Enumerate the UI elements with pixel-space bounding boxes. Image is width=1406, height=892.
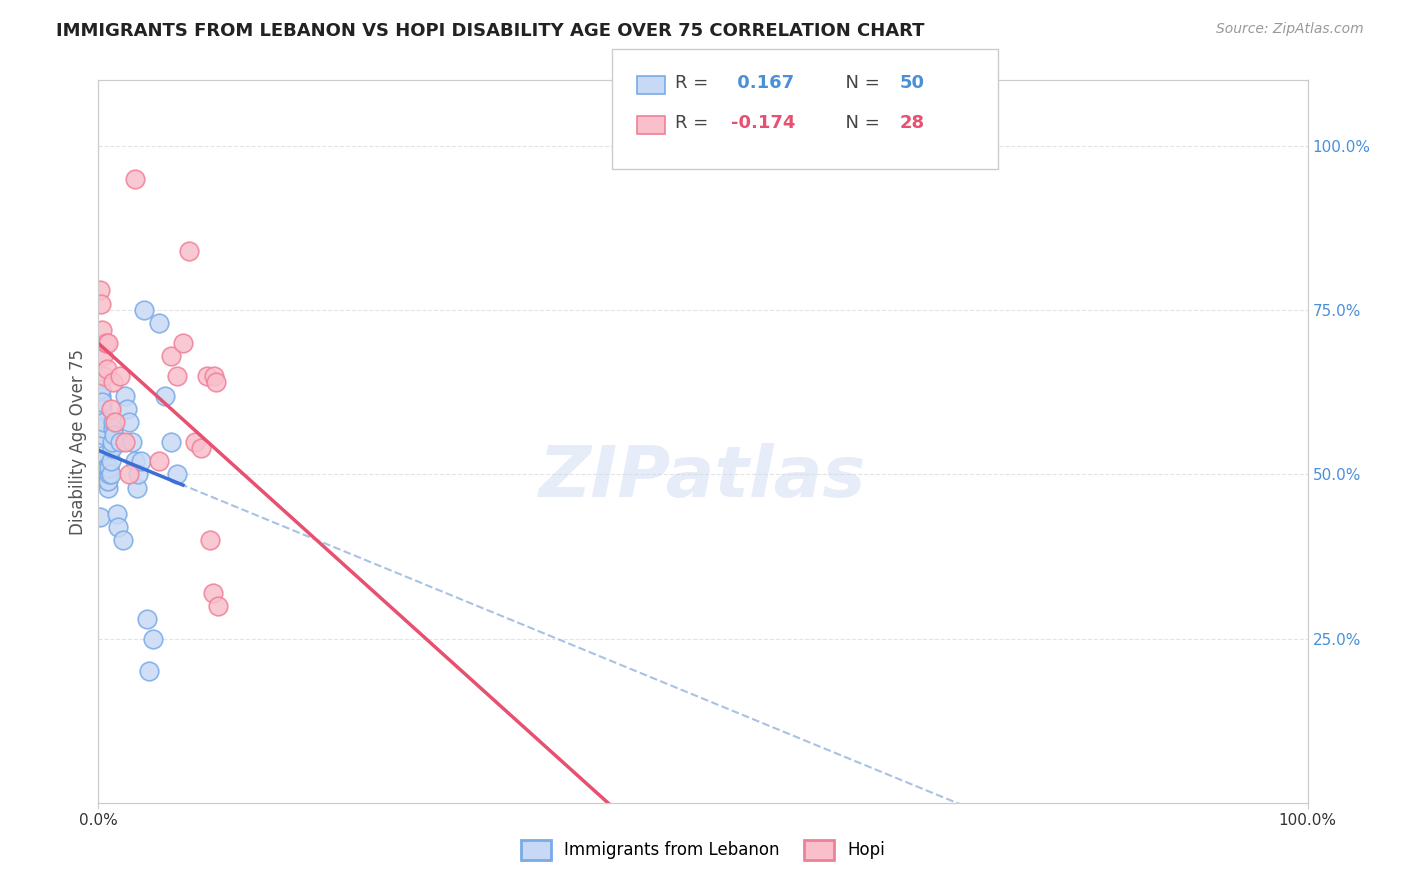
Point [100,401,122,416]
Point [90,388,112,402]
Point [97,336,120,351]
Legend: Immigrants from Lebanon, Hopi: Immigrants from Lebanon, Hopi [513,833,893,867]
Point [134,303,156,318]
Point [100,441,122,455]
Point [117,401,139,416]
Point [91,401,114,416]
Point [91,349,114,363]
Point [148,454,170,468]
Point [195,368,218,383]
Point [166,467,188,482]
Point [204,368,226,383]
Point [204,376,226,390]
Point [118,415,141,429]
Point [93,415,115,429]
Point [93,454,115,468]
Point [108,434,131,449]
Point [90,296,112,310]
Text: IMMIGRANTS FROM LEBANON VS HOPI DISABILITY AGE OVER 75 CORRELATION CHART: IMMIGRANTS FROM LEBANON VS HOPI DISABILI… [56,22,925,40]
Text: 0.167: 0.167 [731,74,794,92]
Text: R =: R = [675,74,714,92]
Point [96,467,118,482]
Point [135,612,157,626]
Point [101,376,124,390]
Point [98,467,121,482]
Point [138,665,160,679]
Point [166,368,188,383]
Point [100,454,122,468]
Point [114,388,136,402]
Point [91,421,114,435]
Point [108,368,131,383]
Point [93,448,115,462]
Point [89,284,111,298]
Point [101,421,124,435]
Point [107,520,129,534]
Point [97,474,120,488]
Point [101,415,124,429]
Point [142,632,165,646]
Point [179,244,201,258]
Point [94,336,117,351]
Point [172,336,194,351]
Point [96,474,118,488]
Text: R =: R = [675,114,714,132]
Point [190,441,212,455]
Point [94,460,117,475]
Point [127,481,149,495]
Point [202,585,225,599]
Text: -0.174: -0.174 [731,114,796,132]
Point [104,415,127,429]
Text: N =: N = [834,114,886,132]
Point [160,434,183,449]
Point [105,507,128,521]
Point [91,395,114,409]
Point [93,460,115,475]
Point [160,349,183,363]
Point [148,316,170,330]
Point [91,428,114,442]
Point [96,362,118,376]
Point [124,171,146,186]
Point [97,481,120,495]
Point [96,460,118,475]
Point [100,434,122,449]
Point [98,460,121,475]
Point [90,382,112,396]
Point [94,467,117,482]
Point [198,533,221,547]
Point [121,434,143,449]
Point [129,454,152,468]
Point [91,434,114,449]
Point [153,388,176,402]
Point [89,510,111,524]
Point [94,474,117,488]
Point [184,434,207,449]
Text: 50: 50 [900,74,925,92]
Text: Source: ZipAtlas.com: Source: ZipAtlas.com [1216,22,1364,37]
Point [100,467,122,482]
Text: ZIPatlas: ZIPatlas [540,443,866,512]
Text: 28: 28 [900,114,925,132]
Point [111,533,134,547]
Point [114,434,136,449]
Point [118,467,141,482]
Point [127,467,149,482]
Point [91,415,114,429]
Point [103,428,125,442]
Point [207,599,229,613]
Y-axis label: Disability Age Over 75: Disability Age Over 75 [69,349,87,534]
Point [91,323,114,337]
Point [93,368,115,383]
Point [124,454,146,468]
Text: N =: N = [834,74,886,92]
